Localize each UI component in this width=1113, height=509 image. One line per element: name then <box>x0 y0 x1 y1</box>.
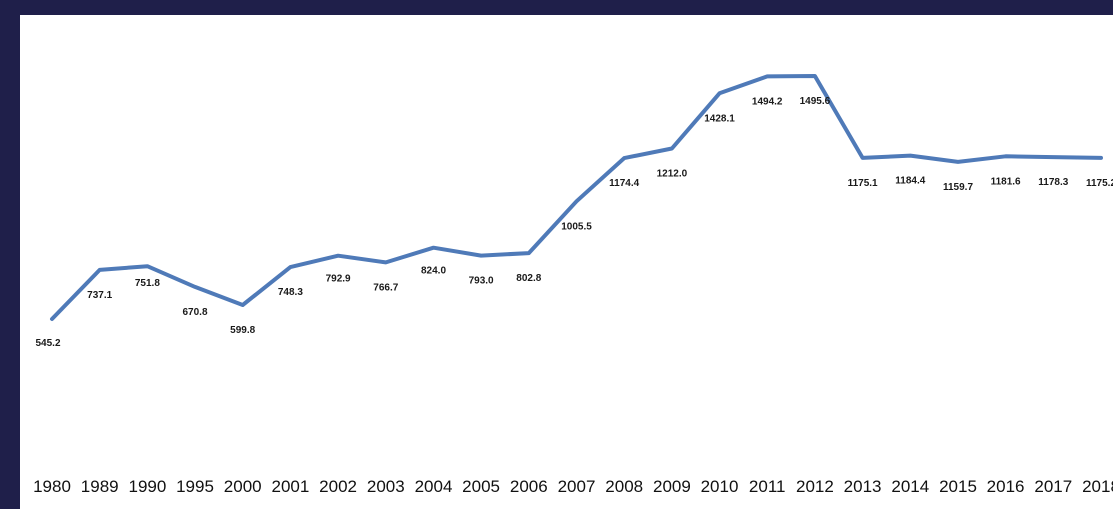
data-label-2005: 793.0 <box>469 276 494 287</box>
data-label-1980: 545.2 <box>35 338 60 349</box>
x-tick-1980: 1980 <box>33 477 71 496</box>
x-tick-2013: 2013 <box>844 477 882 496</box>
x-tick-2001: 2001 <box>271 477 309 496</box>
x-tick-2003: 2003 <box>367 477 405 496</box>
data-label-2017: 1178.3 <box>1038 177 1068 188</box>
data-label-2013: 1175.1 <box>848 178 878 189</box>
data-label-2009: 1212.0 <box>657 169 688 180</box>
x-tick-2012: 2012 <box>796 477 834 496</box>
top-border-bar <box>0 0 1113 15</box>
data-label-2018: 1175.2 <box>1086 178 1113 189</box>
data-label-2004: 824.0 <box>421 266 446 277</box>
x-axis-tick-labels: 1980 1989 1990 1995 2000 2001 2002 2003 2004 2005… <box>33 477 1113 496</box>
x-tick-2010: 2010 <box>701 477 739 496</box>
x-tick-2008: 2008 <box>605 477 643 496</box>
data-label-2000: 599.8 <box>230 325 255 336</box>
x-tick-2011: 2011 <box>749 477 786 496</box>
data-label-2016: 1181.6 <box>991 176 1021 187</box>
data-label-2015: 1159.7 <box>943 182 973 193</box>
x-tick-2002: 2002 <box>319 477 357 496</box>
x-tick-2018: 2018 <box>1082 477 1113 496</box>
data-label-2010: 1428.1 <box>704 113 735 124</box>
data-label-2006: 802.8 <box>516 273 541 284</box>
data-label-2014: 1184.4 <box>895 176 925 187</box>
data-label-2003: 766.7 <box>373 282 398 293</box>
left-border-bar <box>0 0 20 509</box>
data-label-2012: 1495.6 <box>800 96 831 107</box>
x-tick-1995: 1995 <box>176 477 214 496</box>
x-tick-2009: 2009 <box>653 477 691 496</box>
data-labels: 545.2 737.1 751.8 670.8 599.8 748.3 792.9 766.7… <box>35 96 1113 349</box>
x-tick-2007: 2007 <box>558 477 596 496</box>
x-tick-2005: 2005 <box>462 477 500 496</box>
x-tick-2016: 2016 <box>987 477 1025 496</box>
data-label-2001: 748.3 <box>278 287 303 298</box>
data-label-2008: 1174.4 <box>609 178 639 189</box>
x-tick-1989: 1989 <box>81 477 119 496</box>
x-tick-2006: 2006 <box>510 477 548 496</box>
x-tick-2017: 2017 <box>1034 477 1072 496</box>
x-tick-2004: 2004 <box>415 477 453 496</box>
data-label-1995: 670.8 <box>182 307 207 318</box>
data-label-2011: 1494.2 <box>752 96 783 107</box>
series-line <box>50 74 1103 321</box>
x-tick-2000: 2000 <box>224 477 262 496</box>
data-label-2007: 1005.5 <box>561 221 592 232</box>
x-tick-2014: 2014 <box>891 477 929 496</box>
data-label-1990: 751.8 <box>135 278 160 289</box>
data-label-1989: 737.1 <box>87 290 112 301</box>
x-tick-2015: 2015 <box>939 477 977 496</box>
x-tick-1990: 1990 <box>128 477 166 496</box>
data-label-2002: 792.9 <box>326 274 351 285</box>
